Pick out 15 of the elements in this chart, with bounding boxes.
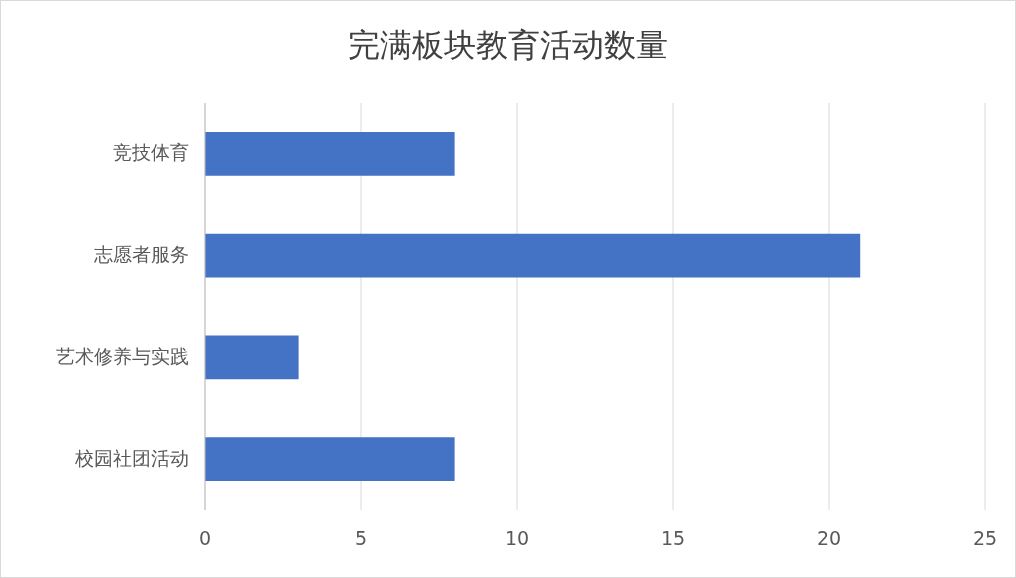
- x-tick-label: 20: [816, 527, 842, 549]
- x-tick-label: 10: [504, 527, 530, 549]
- y-tick-label: 志愿者服务: [94, 243, 189, 266]
- bar: [205, 437, 455, 481]
- y-tick-label: 艺术修养与实践: [56, 344, 189, 367]
- bar: [205, 132, 455, 176]
- y-tick-label: 竞技体育: [113, 141, 189, 164]
- y-tick-label: 校园社团活动: [74, 446, 189, 469]
- bar: [205, 335, 299, 380]
- x-tick-label: 25: [972, 527, 998, 549]
- chart-title: 完满板块教育活动数量: [348, 26, 668, 64]
- x-tick-label: 15: [660, 527, 686, 549]
- x-tick-label: 0: [198, 527, 212, 549]
- x-tick-label: 5: [354, 527, 368, 549]
- bar: [205, 233, 861, 278]
